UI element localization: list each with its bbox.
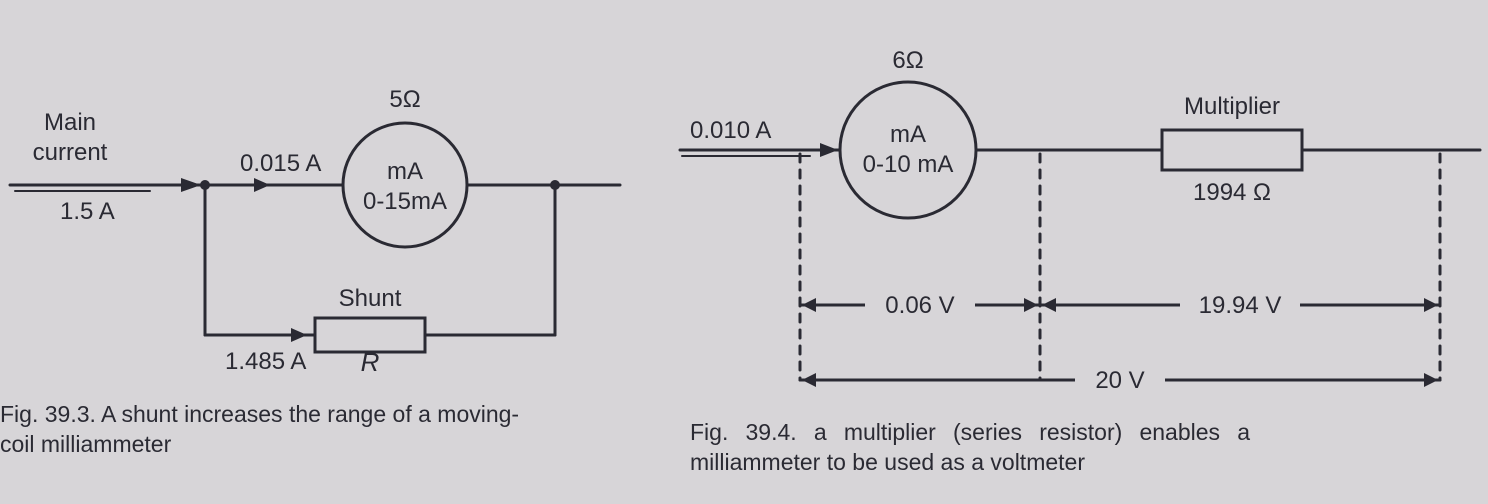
svg-text:0-15mA: 0-15mA	[363, 188, 447, 215]
svg-text:6Ω: 6Ω	[892, 47, 923, 74]
svg-text:1994 Ω: 1994 Ω	[1193, 179, 1271, 206]
caption-right: Fig. 39.4. a multiplier (series resistor…	[690, 418, 1250, 478]
page-root: { "canvas": { "width": 1488, "height": 5…	[0, 0, 1488, 504]
svg-text:mA: mA	[387, 158, 423, 185]
svg-text:0.015 A: 0.015 A	[240, 150, 321, 177]
svg-text:Shunt: Shunt	[339, 285, 402, 312]
svg-text:Main: Main	[44, 109, 96, 136]
svg-text:20 V: 20 V	[1095, 367, 1144, 394]
svg-text:1.5 A: 1.5 A	[60, 198, 115, 225]
svg-text:19.94 V: 19.94 V	[1199, 292, 1282, 319]
svg-text:R: R	[361, 347, 380, 377]
svg-text:0-10 mA: 0-10 mA	[863, 151, 954, 178]
svg-text:5Ω: 5Ω	[389, 86, 420, 113]
svg-text:mA: mA	[890, 121, 926, 148]
svg-text:0.010 A: 0.010 A	[690, 117, 771, 144]
svg-text:1.485 A: 1.485 A	[225, 348, 306, 375]
svg-text:0.06 V: 0.06 V	[885, 292, 954, 319]
caption-left: Fig. 39.3. A shunt increases the range o…	[0, 400, 540, 460]
svg-text:current: current	[33, 139, 108, 166]
svg-text:Multiplier: Multiplier	[1184, 93, 1280, 120]
